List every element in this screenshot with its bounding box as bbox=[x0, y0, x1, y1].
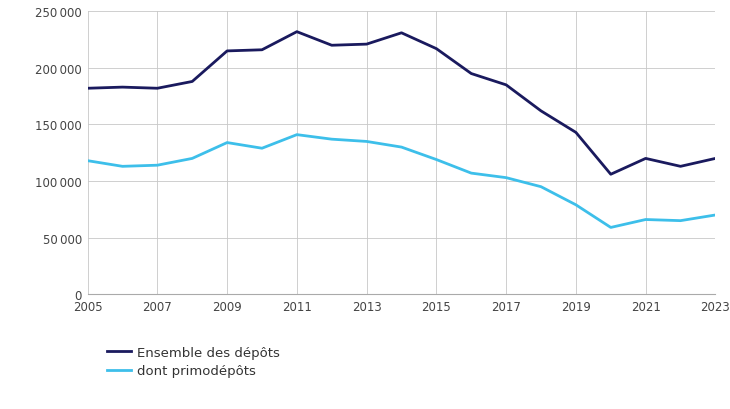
Ensemble des dépôts bbox=[537, 109, 545, 114]
Line: Ensemble des dépôts: Ensemble des dépôts bbox=[88, 33, 715, 175]
Ensemble des dépôts bbox=[293, 30, 301, 35]
Ensemble des dépôts bbox=[607, 172, 615, 177]
dont primodépôts bbox=[397, 145, 406, 150]
Ensemble des dépôts bbox=[397, 31, 406, 36]
Ensemble des dépôts bbox=[258, 48, 266, 53]
Ensemble des dépôts bbox=[118, 85, 127, 90]
Ensemble des dépôts bbox=[153, 87, 162, 92]
Ensemble des dépôts bbox=[327, 44, 336, 49]
Line: dont primodépôts: dont primodépôts bbox=[88, 135, 715, 228]
dont primodépôts bbox=[432, 158, 441, 163]
Ensemble des dépôts bbox=[362, 43, 371, 47]
Ensemble des dépôts bbox=[432, 47, 441, 52]
Ensemble des dépôts bbox=[502, 83, 510, 88]
dont primodépôts bbox=[223, 141, 231, 146]
dont primodépôts bbox=[467, 171, 476, 176]
Ensemble des dépôts bbox=[223, 49, 231, 54]
Ensemble des dépôts bbox=[676, 164, 685, 169]
Ensemble des dépôts bbox=[641, 157, 650, 162]
Ensemble des dépôts bbox=[572, 130, 580, 135]
dont primodépôts bbox=[537, 185, 545, 190]
dont primodépôts bbox=[641, 218, 650, 222]
dont primodépôts bbox=[188, 157, 196, 162]
dont primodépôts bbox=[153, 163, 162, 168]
Ensemble des dépôts bbox=[83, 87, 92, 92]
dont primodépôts bbox=[258, 146, 266, 151]
dont primodépôts bbox=[572, 203, 580, 208]
dont primodépôts bbox=[83, 159, 92, 164]
dont primodépôts bbox=[327, 137, 336, 142]
Ensemble des dépôts bbox=[467, 72, 476, 77]
dont primodépôts bbox=[118, 164, 127, 169]
dont primodépôts bbox=[502, 176, 510, 181]
dont primodépôts bbox=[711, 213, 720, 218]
dont primodépôts bbox=[607, 225, 615, 230]
dont primodépôts bbox=[293, 133, 301, 138]
dont primodépôts bbox=[676, 219, 685, 224]
Ensemble des dépôts bbox=[711, 157, 720, 162]
Ensemble des dépôts bbox=[188, 80, 196, 85]
Legend: Ensemble des dépôts, dont primodépôts: Ensemble des dépôts, dont primodépôts bbox=[107, 346, 280, 378]
dont primodépôts bbox=[362, 139, 371, 144]
